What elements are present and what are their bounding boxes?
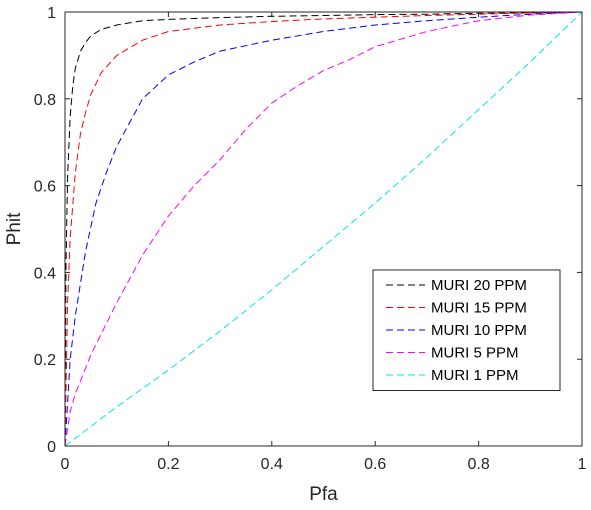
x-axis-label: Pfa bbox=[309, 484, 338, 505]
x-tick-label: 0.8 bbox=[467, 456, 489, 473]
y-tick-label: 0.6 bbox=[34, 179, 56, 196]
y-tick-label: 0.8 bbox=[34, 92, 56, 109]
x-tick-label: 0 bbox=[61, 456, 70, 473]
series-line-muri-20-ppm bbox=[64, 11, 583, 447]
y-tick-label: 0.4 bbox=[34, 265, 56, 282]
x-tick-labels: 0 0.2 0.4 0.6 0.8 1 bbox=[61, 456, 587, 473]
x-tick-label: 0.4 bbox=[261, 456, 283, 473]
legend-label: MURI 20 PPM bbox=[431, 277, 527, 294]
y-axis-label: Phit bbox=[4, 212, 25, 245]
y-tick-labels: 0 0.2 0.4 0.6 0.8 1 bbox=[34, 5, 56, 456]
legend-label: MURI 15 PPM bbox=[431, 300, 527, 317]
y-tick-label: 0.2 bbox=[34, 352, 56, 369]
series-line-muri-15-ppm bbox=[64, 11, 583, 447]
x-tick-label: 1 bbox=[578, 456, 587, 473]
axes-box bbox=[64, 11, 583, 447]
series-line-muri-10-ppm bbox=[64, 11, 583, 447]
legend-box bbox=[372, 269, 561, 391]
legend-label: MURI 1 PPM bbox=[431, 367, 519, 384]
x-tick-label: 0.2 bbox=[157, 456, 179, 473]
series-layer bbox=[64, 11, 583, 447]
series-line-muri-1-ppm bbox=[64, 11, 583, 447]
x-tick-label: 0.6 bbox=[364, 456, 386, 473]
legend: MURI 20 PPM MURI 15 PPM MURI 10 PPM MURI 5 … bbox=[372, 269, 561, 391]
legend-label: MURI 5 PPM bbox=[431, 345, 519, 362]
y-tick-label: 1 bbox=[47, 5, 56, 22]
y-tick-label: 0 bbox=[47, 439, 56, 456]
legend-label: MURI 10 PPM bbox=[431, 322, 527, 339]
